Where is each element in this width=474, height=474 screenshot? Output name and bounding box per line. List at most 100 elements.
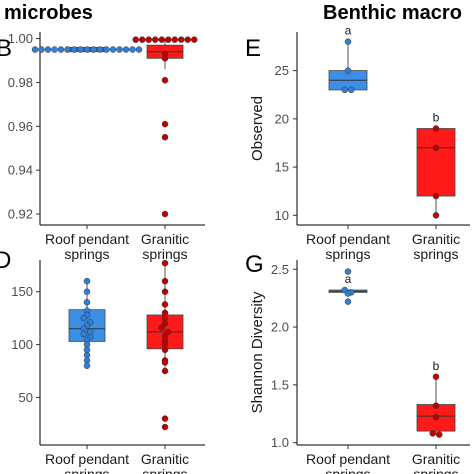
panel-b: 0.92 0.94 0.96 0.98 1.00 Roof pendant springs G…	[0, 31, 205, 262]
header-left: microbes	[4, 2, 93, 24]
data-point	[51, 46, 58, 53]
data-point	[96, 46, 104, 53]
data-point	[161, 210, 169, 218]
data-point	[77, 46, 84, 53]
x-tick-label: Roof pendant springs	[45, 231, 129, 262]
panel-label: E	[245, 35, 261, 62]
data-point	[152, 36, 159, 43]
data-point	[344, 268, 352, 275]
y-tick-label: 1.00	[8, 31, 33, 46]
data-point	[44, 46, 52, 53]
data-point	[161, 346, 169, 354]
data-point	[161, 259, 169, 267]
y-tick-label: 0.92	[8, 207, 33, 222]
x-tick-label: Granitic springs	[412, 231, 460, 262]
data-point	[139, 36, 146, 43]
data-point	[57, 46, 65, 53]
y-tick-label: 1.0	[271, 435, 289, 450]
data-point	[129, 46, 136, 53]
data-point	[135, 46, 143, 53]
y-tick-label: 20	[275, 111, 289, 126]
panel-label: G	[245, 251, 264, 278]
data-point	[83, 277, 91, 285]
y-tick-label: 2.0	[271, 320, 289, 335]
data-point	[432, 373, 440, 381]
data-point	[432, 144, 440, 152]
data-point	[80, 314, 87, 322]
y-tick-label: 0.94	[8, 163, 33, 178]
data-point	[161, 55, 169, 62]
significance-letter: a	[345, 272, 352, 286]
significance-letter: b	[433, 111, 440, 125]
y-tick-label: 50	[19, 390, 33, 405]
data-point	[344, 298, 352, 305]
data-point	[161, 359, 169, 366]
data-point	[191, 36, 198, 43]
y-axis-label: Observed	[249, 96, 266, 161]
data-point	[103, 46, 110, 53]
data-point	[432, 192, 440, 200]
data-point	[344, 67, 352, 74]
data-point	[38, 46, 45, 53]
data-point	[432, 125, 440, 132]
data-point	[178, 36, 185, 43]
y-tick-label: 25	[275, 63, 289, 78]
x-tick-label: Granitic springs	[412, 451, 460, 474]
y-axis-label: Shannon Diversity	[249, 291, 266, 413]
data-point	[171, 36, 178, 43]
y-tick-label: 1.5	[271, 377, 289, 392]
panel-d: 50 100 150 Roof pendant springs Granitic sprin…	[0, 247, 205, 474]
data-point	[158, 324, 165, 331]
box	[416, 128, 456, 197]
data-point	[344, 290, 352, 297]
data-point	[436, 431, 443, 438]
y-tick-label: 2.5	[271, 262, 289, 277]
data-point	[432, 402, 440, 409]
data-point	[161, 301, 169, 308]
data-point	[161, 288, 169, 295]
data-point	[161, 415, 169, 422]
x-tick-label: Roof pendant springs	[306, 231, 390, 262]
header-right: Benthic macro	[323, 2, 462, 24]
data-point	[161, 77, 169, 84]
x-tick-label: Roof pendant springs	[45, 451, 129, 474]
data-point	[429, 430, 436, 437]
data-point	[184, 36, 191, 43]
data-point	[161, 134, 169, 141]
x-tick-label: Granitic springs	[141, 231, 189, 262]
data-point	[161, 120, 169, 128]
y-tick-label: 0.96	[8, 119, 33, 134]
panel-g: 1.0 1.5 2.0 2.5 Roof pendant springs Granitic s…	[245, 251, 470, 474]
data-point	[145, 36, 152, 43]
data-point	[348, 86, 355, 94]
x-tick-label: Granitic springs	[141, 451, 189, 474]
data-point	[64, 46, 71, 53]
data-point	[432, 212, 440, 219]
data-point	[31, 46, 39, 53]
y-tick-label: 100	[11, 337, 33, 352]
data-point	[90, 46, 97, 53]
data-point	[83, 288, 91, 295]
data-point	[116, 46, 123, 53]
panel-label: D	[0, 247, 11, 274]
data-point	[132, 36, 139, 43]
data-point	[70, 46, 78, 53]
y-tick-label: 15	[275, 160, 289, 175]
data-point	[161, 367, 169, 375]
data-point	[109, 46, 117, 53]
x-tick-label: Roof pendant springs	[306, 451, 390, 474]
y-tick-label: 10	[275, 208, 289, 223]
y-tick-label: 0.98	[8, 75, 33, 90]
data-point	[122, 46, 130, 53]
data-point	[165, 36, 172, 43]
data-point	[80, 330, 87, 338]
panel-label: B	[0, 35, 12, 62]
data-point	[83, 299, 91, 306]
data-point	[158, 36, 165, 43]
data-point	[432, 414, 440, 421]
significance-letter: a	[345, 24, 352, 38]
panel-e: 10 15 20 25 Roof pendant springs Granitic sprin…	[245, 24, 470, 262]
y-tick-label: 150	[11, 284, 33, 299]
data-point	[161, 277, 169, 285]
